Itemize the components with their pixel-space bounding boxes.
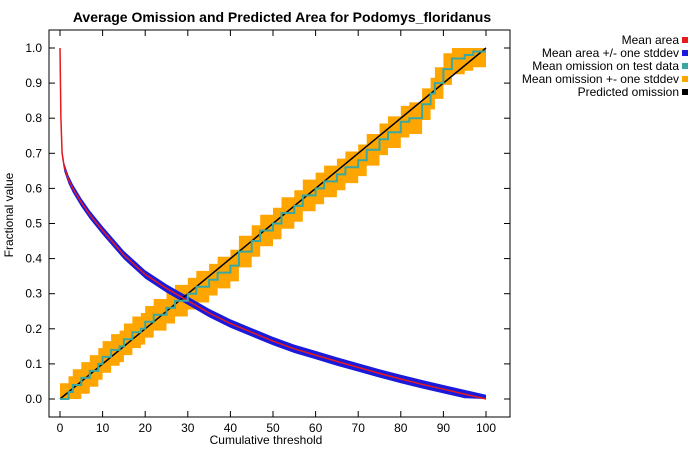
- y-tick-label: 1.0: [25, 41, 42, 55]
- x-tick-label: 0: [57, 421, 64, 435]
- legend-label-mean-omission-on-test-data: Mean omission on test data: [532, 59, 679, 73]
- x-tick-label: 30: [181, 421, 195, 435]
- y-tick-label: 0.7: [25, 146, 42, 160]
- x-tick-label: 70: [352, 421, 366, 435]
- y-axis-label: Fractional value: [2, 172, 16, 257]
- y-tick-label: 0.6: [25, 181, 42, 195]
- x-tick-label: 40: [224, 421, 238, 435]
- lines-layer: [59, 47, 487, 400]
- legend-swatch-mean-area-one-stddev: [682, 50, 688, 56]
- x-tick-label: 10: [96, 421, 110, 435]
- y-tick-label: 0.2: [25, 322, 42, 336]
- y-tick-label: 0.5: [25, 217, 42, 231]
- mean-omission-line: [60, 50, 486, 400]
- axis-ticks: 0 10 20 30 40 50 60 70 80 90 100 0.0 0.1 0.2 0.3 0.4 0.5…: [25, 30, 510, 435]
- y-tick-label: 0.8: [25, 111, 42, 125]
- legend-swatch-mean-omission-one-stddev: [682, 76, 688, 82]
- y-tick-label: 0.9: [25, 76, 42, 90]
- mean-area-line: [59, 47, 487, 400]
- x-tick-label: 90: [437, 421, 451, 435]
- x-tick-label: 60: [309, 421, 323, 435]
- y-tick-label: 0.3: [25, 287, 42, 301]
- legend-label-mean-omission-one-stddev: Mean omission +- one stddev: [522, 72, 679, 86]
- y-tick-label: 0.0: [25, 392, 42, 406]
- x-axis-label: Cumulative threshold: [210, 433, 323, 447]
- legend-swatch-mean-omission-on-test-data: [682, 63, 688, 69]
- legend-label-mean-area-one-stddev: Mean area +/- one stddev: [542, 46, 679, 60]
- x-tick-label: 20: [139, 421, 153, 435]
- x-tick-label: 50: [266, 421, 280, 435]
- x-tick-label: 80: [394, 421, 408, 435]
- legend-swatch-predicted-omission: [682, 89, 688, 95]
- x-tick-label: 100: [476, 421, 496, 435]
- chart-title: Average Omission and Predicted Area for …: [73, 9, 492, 25]
- y-tick-label: 0.1: [25, 357, 42, 371]
- y-tick-label: 0.4: [25, 252, 42, 266]
- legend-swatch-mean-area: [682, 37, 688, 43]
- legend-label-mean-area: Mean area: [622, 33, 680, 47]
- legend-label-predicted-omission: Predicted omission: [578, 85, 679, 99]
